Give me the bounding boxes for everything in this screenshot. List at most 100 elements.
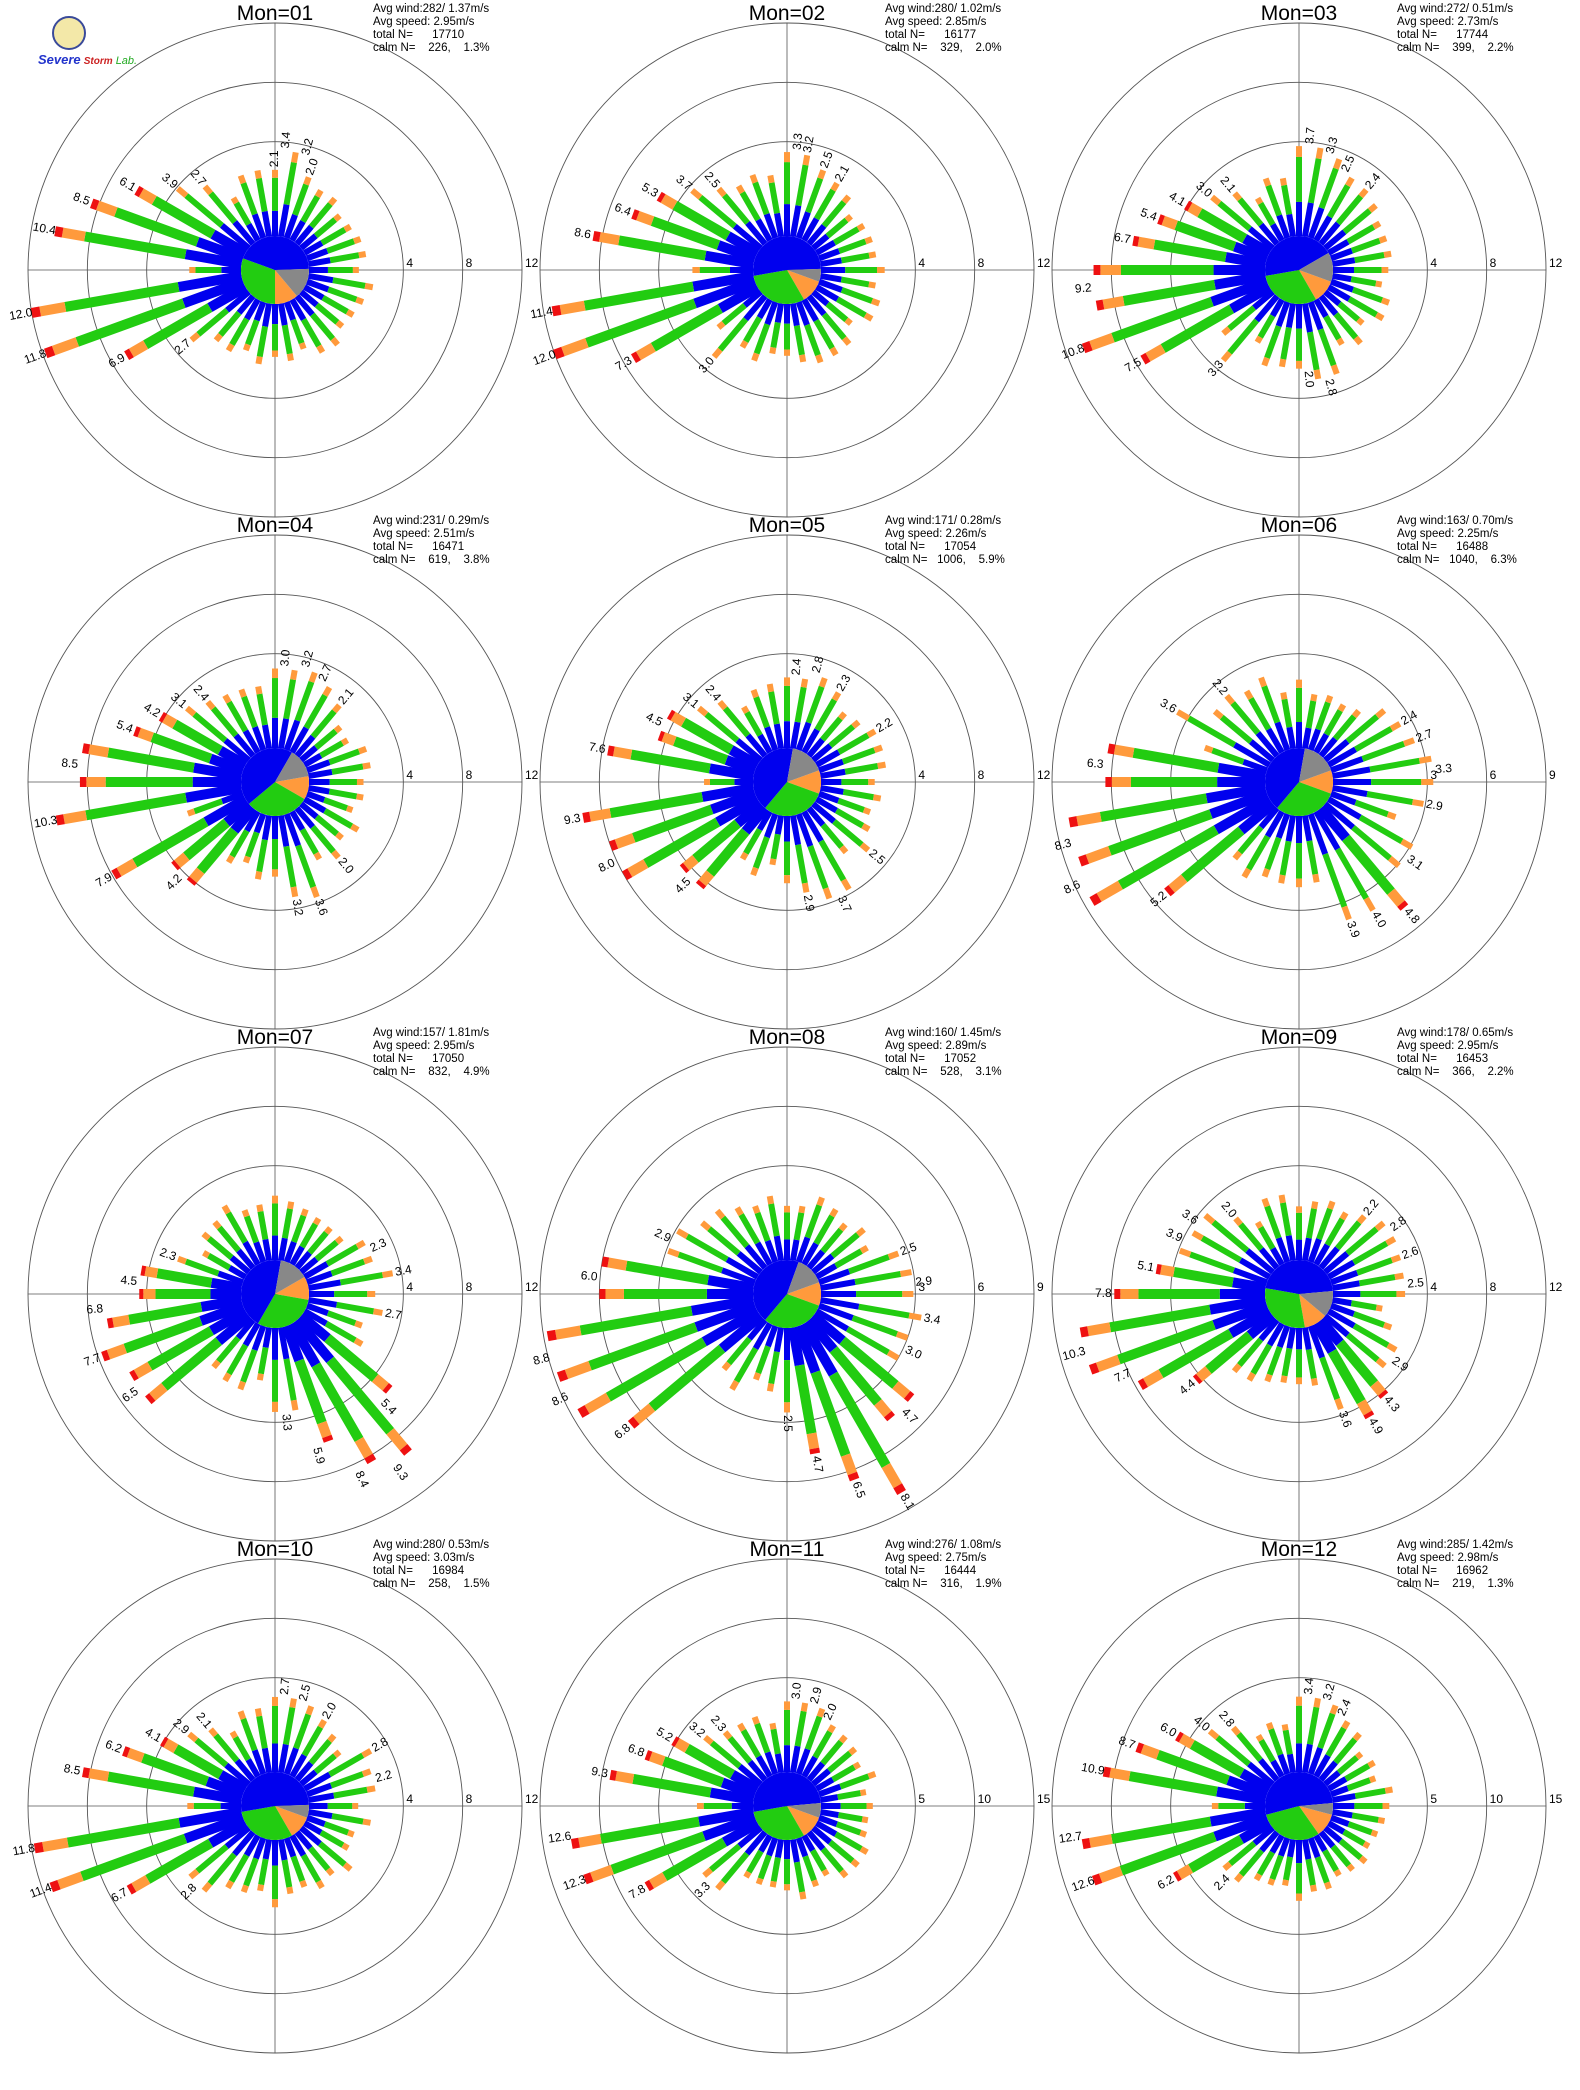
direction-bar-segment bbox=[1237, 825, 1264, 855]
pie-wedge-green bbox=[241, 1806, 292, 1840]
direction-bar-segment bbox=[735, 184, 745, 195]
direction-bar-segment bbox=[61, 227, 86, 242]
direction-bar-segment bbox=[256, 693, 268, 726]
ring-label: 8 bbox=[1490, 1280, 1497, 1294]
direction-bar-segment bbox=[716, 186, 727, 198]
direction-bar-segment bbox=[1111, 296, 1214, 343]
direction-bar-segment bbox=[754, 1722, 771, 1754]
direction-bar-segment bbox=[858, 1303, 910, 1319]
direction-bar-segment bbox=[733, 1346, 759, 1383]
direction-bar-segment bbox=[314, 814, 340, 837]
direction-bar-segment bbox=[1307, 1746, 1323, 1776]
direction-bar-segment bbox=[221, 1204, 231, 1215]
direction-bar-segment bbox=[1258, 1318, 1280, 1342]
direction-bar-segment bbox=[1211, 1219, 1250, 1253]
direction-bar-segment bbox=[1275, 1236, 1291, 1264]
direction-bar-segment bbox=[722, 193, 750, 225]
direction-bar-segment bbox=[314, 1239, 339, 1262]
direction-bar-segment bbox=[704, 712, 740, 743]
direction-bar-segment bbox=[1310, 693, 1318, 702]
direction-bar-segment bbox=[235, 1318, 256, 1340]
direction-bar-segment bbox=[561, 338, 589, 357]
direction-bar-segment bbox=[850, 1858, 860, 1868]
direction-bar-segment bbox=[55, 814, 65, 826]
direction-bar-segment bbox=[42, 1837, 69, 1852]
direction-bar-segment bbox=[310, 709, 337, 739]
direction-bar-segment bbox=[722, 706, 751, 738]
bar-value-label: 2.9 bbox=[801, 894, 818, 913]
direction-bar-segment bbox=[323, 1821, 350, 1836]
direction-bar-segment bbox=[859, 1846, 869, 1855]
direction-bar-segment bbox=[1210, 194, 1222, 206]
speed-ring bbox=[27, 534, 523, 1030]
direction-bar-segment bbox=[237, 174, 247, 185]
direction-bar-segment bbox=[633, 1403, 656, 1425]
direction-bar-segment bbox=[1353, 335, 1363, 346]
direction-bar-segment bbox=[799, 1320, 838, 1377]
direction-bar-segment bbox=[1203, 744, 1214, 754]
direction-bar-segment bbox=[277, 718, 290, 750]
direction-bar-segment bbox=[848, 1254, 890, 1275]
direction-bar-segment bbox=[1286, 213, 1297, 238]
direction-bar-segment bbox=[768, 1203, 780, 1237]
stat-line-3: total N= 16488 bbox=[1397, 541, 1488, 553]
bar-value-label: 7.7 bbox=[1112, 1365, 1133, 1385]
bar-value-label: 2.2 bbox=[1360, 1196, 1382, 1218]
direction-bar-segment bbox=[283, 300, 296, 321]
direction-bar-segment bbox=[1329, 1785, 1349, 1798]
direction-bar-segment bbox=[1278, 874, 1286, 884]
direction-bar-segment bbox=[1246, 1371, 1256, 1382]
stat-line-3: total N= 17050 bbox=[373, 1053, 464, 1065]
direction-bar-segment bbox=[1351, 708, 1361, 719]
direction-bar-segment bbox=[679, 862, 690, 874]
direction-bar-segment bbox=[804, 1715, 823, 1751]
direction-bar-segment bbox=[773, 723, 785, 750]
direction-bar-segment bbox=[1095, 299, 1105, 311]
direction-bar-segment bbox=[149, 1382, 168, 1401]
stat-line-2: Avg speed: 2.95m/s bbox=[373, 1040, 475, 1052]
direction-bar-segment bbox=[305, 1270, 333, 1286]
direction-bar-segment bbox=[324, 1226, 333, 1235]
direction-bar-segment bbox=[208, 191, 238, 225]
direction-bar-segment bbox=[205, 699, 216, 711]
direction-bar-segment bbox=[305, 1814, 326, 1827]
direction-bar-segment bbox=[358, 251, 367, 259]
direction-bar-segment bbox=[162, 713, 178, 729]
direction-bar-segment bbox=[703, 1734, 714, 1746]
direction-bar-segment bbox=[203, 794, 249, 827]
bar-value-label: 2.4 bbox=[789, 658, 804, 676]
direction-bar-segment bbox=[1317, 1316, 1344, 1346]
speed-ring bbox=[658, 141, 916, 399]
direction-bar-segment bbox=[1252, 1825, 1275, 1846]
direction-bar-segment bbox=[1351, 1812, 1379, 1823]
direction-bar-segment bbox=[257, 1210, 269, 1240]
direction-bar-segment bbox=[328, 196, 338, 206]
direction-bar-segment bbox=[1317, 804, 1350, 842]
direction-bar-segment bbox=[1307, 1238, 1322, 1264]
windrose-6: 3 6 92.42.73.32.92.23.66.38.38.65.23.9 4.0 4… bbox=[1051, 514, 1556, 1030]
direction-bar-segment bbox=[300, 1208, 309, 1217]
direction-bar-segment bbox=[1301, 1743, 1313, 1774]
direction-bar-segment bbox=[741, 705, 750, 714]
direction-bar-segment bbox=[821, 312, 847, 341]
direction-bar-segment bbox=[1384, 1786, 1394, 1794]
direction-bar-segment bbox=[242, 343, 251, 352]
bar-value-label: 2.4 bbox=[191, 682, 213, 704]
direction-bar-segment bbox=[1261, 1197, 1270, 1208]
direction-bar-segment bbox=[1228, 1306, 1273, 1338]
stat-line-4: calm N= 329, 2.0% bbox=[885, 42, 1002, 54]
bar-value-label: 6.4 bbox=[613, 200, 634, 219]
direction-bar-segment bbox=[811, 1768, 831, 1787]
pie-wedge-green bbox=[1266, 1806, 1319, 1840]
direction-bar-segment bbox=[233, 733, 256, 758]
direction-bar-segment bbox=[254, 169, 262, 179]
bar-value-label: 6.9 bbox=[106, 350, 128, 371]
speed-ring bbox=[658, 1677, 916, 1935]
ring-label: 4 bbox=[918, 768, 925, 782]
direction-bar-segment bbox=[1098, 1865, 1124, 1883]
direction-bar-segment bbox=[184, 1258, 220, 1277]
direction-bar-segment bbox=[114, 207, 200, 247]
direction-bar-segment bbox=[752, 181, 770, 216]
direction-bar-segment bbox=[1331, 1296, 1352, 1307]
direction-bar-segment bbox=[1269, 1854, 1284, 1881]
